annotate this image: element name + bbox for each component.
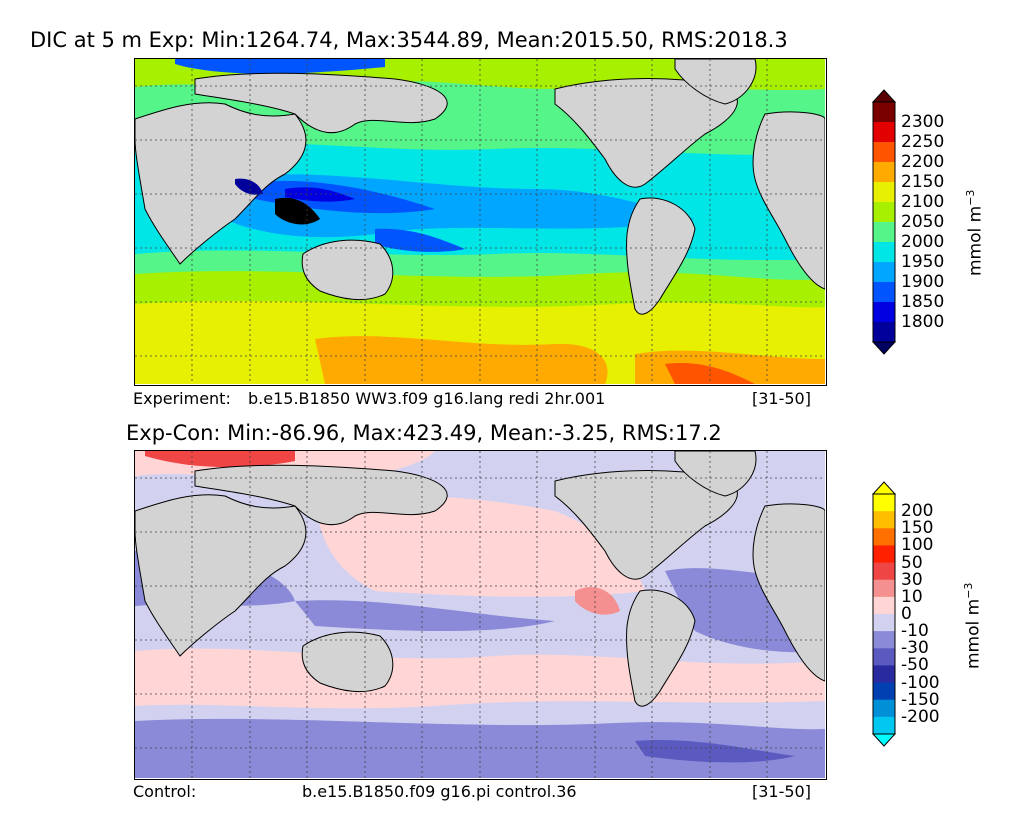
colorbar-extend-top: [871, 89, 897, 103]
colorbar-tick-label: 2250: [901, 132, 945, 152]
colorbar-tick-label: 200: [901, 501, 934, 522]
colorbar-tick-label: 2150: [901, 172, 945, 192]
colorbar-swatch: [873, 716, 895, 735]
top-panel-title: DIC at 5 m Exp: Min:1264.74, Max:3544.89…: [30, 28, 788, 52]
colorbar-tick-label: 1900: [901, 272, 945, 292]
colorbar-swatch: [873, 682, 895, 701]
colorbar-swatch: [873, 494, 895, 512]
colorbar-tick-label: 2050: [901, 212, 945, 232]
bottom-colorbar: [871, 481, 897, 747]
colorbar-tick-label: -150: [901, 689, 940, 710]
colorbar-tick-label: -50: [901, 655, 929, 676]
colorbar-tick-label: -100: [901, 672, 940, 693]
colorbar-tick-label: 1950: [901, 252, 945, 272]
colorbar-swatch: [873, 528, 895, 546]
colorbar-tick-label: 50: [901, 552, 923, 573]
colorbar-tick-label: 10: [901, 586, 923, 607]
colorbar-extend-bottom: [871, 733, 897, 747]
bottom-caption-years: [31-50]: [752, 782, 811, 801]
top-caption-years: [31-50]: [752, 389, 811, 408]
colorbar-swatch: [873, 122, 895, 143]
colorbar-tick-label: 150: [901, 518, 934, 539]
top-dic-map: [134, 58, 827, 386]
colorbar-swatch: [873, 302, 895, 323]
bottom-caption-case: b.e15.B1850.f09 g16.pi control.36: [302, 782, 577, 801]
top-colorbar-units: mmol m−3: [964, 189, 986, 276]
colorbar-swatch: [873, 242, 895, 263]
colorbar-tick-label: 1800: [901, 312, 945, 332]
colorbar-tick-label: 2000: [901, 232, 945, 252]
colorbar-swatch: [873, 699, 895, 718]
bottom-colorbar-units: mmol m−3: [962, 582, 984, 669]
colorbar-swatch: [873, 511, 895, 529]
colorbar-tick-label: -30: [901, 638, 929, 659]
colorbar-swatch: [873, 562, 895, 581]
colorbar-tick-label: 1850: [901, 292, 945, 312]
colorbar-swatch: [873, 665, 895, 684]
colorbar-swatch: [873, 162, 895, 183]
colorbar-swatch: [873, 614, 895, 632]
colorbar-swatch: [873, 596, 895, 615]
bottom-difference-map: [134, 450, 827, 780]
colorbar-tick-label: 2300: [901, 112, 945, 132]
top-colorbar: [871, 89, 897, 355]
colorbar-tick-label: 2200: [901, 152, 945, 172]
colorbar-swatch: [873, 142, 895, 163]
colorbar-swatch: [873, 282, 895, 303]
colorbar-tick-label: -200: [901, 706, 940, 727]
colorbar-swatch: [873, 182, 895, 203]
colorbar-swatch: [873, 322, 895, 343]
colorbar-tick-label: 0: [901, 604, 912, 624]
colorbar-swatch: [873, 579, 895, 598]
colorbar-extend-bottom: [871, 341, 897, 355]
top-caption-label: Experiment:: [133, 389, 231, 408]
colorbar-tick-label: -10: [901, 621, 929, 642]
colorbar-tick-label: 100: [901, 535, 934, 556]
colorbar-swatch: [873, 222, 895, 243]
bottom-panel-title: Exp-Con: Min:-86.96, Max:423.49, Mean:-3…: [126, 421, 722, 445]
colorbar-extend-top: [871, 481, 897, 495]
colorbar-tick-label: 30: [901, 569, 923, 590]
top-caption-case: b.e15.B1850 WW3.f09 g16.lang redi 2hr.00…: [248, 389, 606, 408]
colorbar-swatch: [873, 631, 895, 649]
colorbar-swatch: [873, 262, 895, 283]
colorbar-tick-label: 2100: [901, 192, 945, 212]
colorbar-swatch: [873, 202, 895, 223]
bottom-caption-label: Control:: [133, 782, 197, 801]
colorbar-swatch: [873, 102, 895, 123]
colorbar-swatch: [873, 545, 895, 564]
colorbar-swatch: [873, 648, 895, 666]
